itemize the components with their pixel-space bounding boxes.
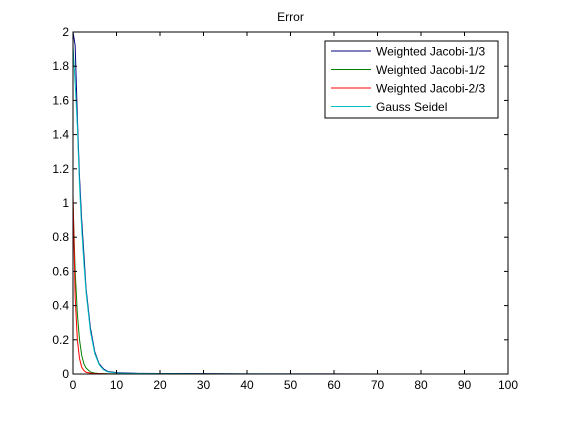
x-tick-label: 80 bbox=[414, 378, 428, 392]
x-axis: 0 10 20 30 40 50 60 70 80 90 100 bbox=[70, 32, 518, 392]
x-tick-label: 100 bbox=[498, 378, 518, 392]
x-tick-label: 70 bbox=[371, 378, 385, 392]
legend-label-4: Gauss Seidel bbox=[376, 100, 447, 114]
chart-title: Error bbox=[277, 10, 304, 24]
y-tick-label: 0 bbox=[62, 367, 69, 381]
y-tick-label: 0.4 bbox=[52, 299, 69, 313]
y-tick-label: 1 bbox=[62, 196, 69, 210]
x-tick-label: 20 bbox=[153, 378, 167, 392]
x-tick-label: 50 bbox=[284, 378, 298, 392]
y-tick-label: 1.2 bbox=[52, 162, 69, 176]
x-tick-label: 10 bbox=[110, 378, 124, 392]
legend-label-3: Weighted Jacobi-2/3 bbox=[376, 82, 486, 96]
y-tick-label: 0.2 bbox=[52, 333, 69, 347]
legend-label-2: Weighted Jacobi-1/2 bbox=[376, 63, 486, 77]
x-tick-label: 30 bbox=[197, 378, 211, 392]
y-axis: 0 0.2 0.4 0.6 0.8 1 1.2 1.4 1.6 1.8 2 bbox=[52, 25, 508, 381]
y-tick-label: 2 bbox=[62, 25, 69, 39]
x-tick-label: 40 bbox=[240, 378, 254, 392]
legend-box bbox=[324, 40, 499, 119]
y-tick-label: 0.6 bbox=[52, 264, 69, 278]
x-tick-label: 60 bbox=[327, 378, 341, 392]
y-tick-label: 0.8 bbox=[52, 230, 69, 244]
legend: Weighted Jacobi-1/3 Weighted Jacobi-1/2 We… bbox=[324, 40, 499, 119]
y-tick-label: 1.6 bbox=[52, 93, 69, 107]
x-tick-label: 90 bbox=[458, 378, 472, 392]
y-tick-label: 1.4 bbox=[52, 128, 69, 142]
x-tick-label: 0 bbox=[70, 378, 77, 392]
y-tick-label: 1.8 bbox=[52, 59, 69, 73]
legend-label-1: Weighted Jacobi-1/3 bbox=[376, 45, 486, 59]
